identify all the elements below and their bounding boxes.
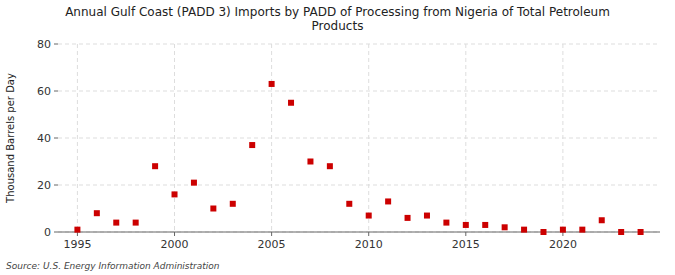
y-tick-label: 80 xyxy=(37,38,51,51)
grid-line-y xyxy=(58,91,660,92)
points xyxy=(74,81,643,235)
point xyxy=(443,220,449,226)
point xyxy=(191,180,197,186)
grid-line-x xyxy=(368,44,369,232)
x-tick-label: 1995 xyxy=(63,238,91,251)
point xyxy=(424,213,430,219)
grid-line-x xyxy=(271,44,272,232)
point xyxy=(599,217,605,223)
title-line: Products xyxy=(312,19,364,33)
y-tick xyxy=(54,138,58,139)
point xyxy=(230,201,236,207)
y-tick-label: 40 xyxy=(37,132,51,145)
point xyxy=(618,229,624,235)
point xyxy=(521,227,527,233)
point xyxy=(307,159,313,165)
point xyxy=(210,206,216,212)
title-line: Annual Gulf Coast (PADD 3) Imports by PA… xyxy=(65,5,610,19)
y-tick xyxy=(54,44,58,45)
point xyxy=(502,224,508,230)
point xyxy=(327,163,333,169)
grid-line-x xyxy=(562,44,563,232)
grid xyxy=(58,44,660,232)
point xyxy=(172,191,178,197)
y-tick-label: 20 xyxy=(37,179,51,192)
point xyxy=(579,227,585,233)
point xyxy=(74,227,80,233)
x-tick-label: 2010 xyxy=(355,238,383,251)
grid-line-x xyxy=(77,44,78,232)
y-label: Thousand Barrels per Day xyxy=(5,73,16,204)
x-axis xyxy=(58,232,660,233)
grid-line-x xyxy=(174,44,175,232)
point xyxy=(482,222,488,228)
x-tick xyxy=(271,232,272,236)
y-tick-label: 0 xyxy=(44,226,51,239)
point xyxy=(405,215,411,221)
point xyxy=(113,220,119,226)
point xyxy=(94,210,100,216)
point xyxy=(366,213,372,219)
point xyxy=(638,229,644,235)
point xyxy=(385,198,391,204)
x-tick-label: 2015 xyxy=(452,238,480,251)
source: Source: U.S. Energy Information Administ… xyxy=(6,261,220,271)
point xyxy=(560,227,566,233)
x-tick xyxy=(368,232,369,236)
point xyxy=(269,81,275,87)
grid-line-y xyxy=(58,185,660,186)
x-tick xyxy=(174,232,175,236)
y-tick xyxy=(54,185,58,186)
y-tick-label: 60 xyxy=(37,85,51,98)
title: Annual Gulf Coast (PADD 3) Imports by PA… xyxy=(65,5,610,33)
x-tick xyxy=(465,232,466,236)
grid-line-y xyxy=(58,44,660,45)
x-tick-label: 2000 xyxy=(161,238,189,251)
x-tick-label: 2020 xyxy=(549,238,577,251)
point xyxy=(288,100,294,106)
point xyxy=(540,229,546,235)
point xyxy=(463,222,469,228)
chart: Annual Gulf Coast (PADD 3) Imports by PA… xyxy=(0,0,675,275)
y-tick xyxy=(54,232,58,233)
y-tick xyxy=(54,91,58,92)
grid-line-x xyxy=(465,44,466,232)
grid-line-y xyxy=(58,232,660,233)
grid-line-y xyxy=(58,138,660,139)
point xyxy=(346,201,352,207)
point xyxy=(152,163,158,169)
point xyxy=(249,142,255,148)
point xyxy=(133,220,139,226)
x-tick-label: 2005 xyxy=(258,238,286,251)
